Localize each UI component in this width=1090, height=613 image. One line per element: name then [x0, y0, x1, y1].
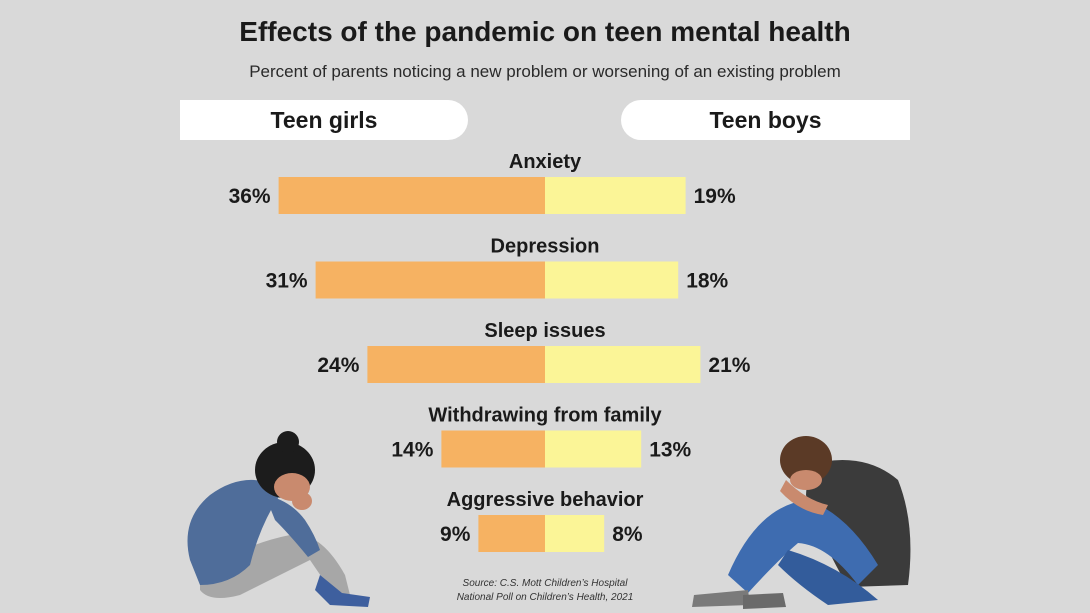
value-label-boys: 13%: [649, 439, 691, 462]
group-label-girls: Teen girls: [180, 100, 468, 140]
value-label-boys: 8%: [612, 523, 643, 546]
bar-girls: [367, 346, 545, 383]
category-label: Withdrawing from family: [428, 405, 662, 427]
bar-girls: [315, 261, 545, 299]
bar-girls: [441, 430, 545, 468]
group-label-girls-text: Teen girls: [270, 106, 378, 133]
bar-boys: [545, 515, 605, 552]
chart-subtitle: Percent of parents noticing a new proble…: [249, 62, 841, 81]
category-label: Depression: [491, 236, 600, 258]
bar-boys: [545, 261, 679, 299]
value-label-boys: 18%: [686, 270, 728, 293]
group-label-boys-text: Teen boys: [709, 106, 822, 133]
value-label-girls: 31%: [266, 270, 308, 293]
value-label-boys: 21%: [708, 354, 750, 377]
bar-boys: [545, 346, 701, 383]
value-label-girls: 9%: [440, 523, 471, 546]
source-line-2: National Poll on Children’s Health, 2021: [456, 592, 634, 603]
category-label: Sleep issues: [484, 320, 605, 342]
group-label-boys: Teen boys: [621, 100, 910, 140]
sad-boy-illustration: [692, 436, 911, 609]
value-label-boys: 19%: [694, 185, 736, 208]
category-label: Aggressive behavior: [447, 489, 644, 511]
chart-title: Effects of the pandemic on teen mental h…: [239, 16, 851, 47]
source-line-1: Source: C.S. Mott Children’s Hospital: [462, 578, 628, 589]
bar-boys: [545, 177, 686, 214]
category-label: Anxiety: [509, 151, 582, 173]
source-note: Source: C.S. Mott Children’s Hospital Na…: [420, 577, 670, 605]
sad-girl-illustration: [187, 431, 370, 607]
bar-girls: [478, 515, 545, 552]
value-label-girls: 24%: [317, 354, 359, 377]
value-label-girls: 36%: [229, 185, 271, 208]
value-label-girls: 14%: [391, 439, 433, 462]
bar-girls: [278, 177, 545, 214]
bar-boys: [545, 430, 642, 468]
